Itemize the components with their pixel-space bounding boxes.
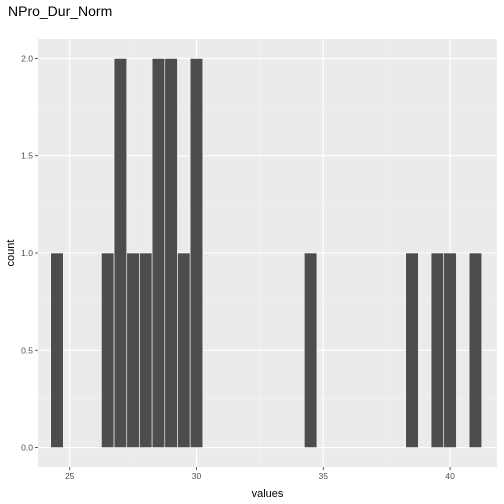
y-tick-label: 0.0	[21, 443, 33, 453]
x-axis-title: values	[252, 488, 284, 500]
histogram-bar	[303, 252, 318, 448]
y-tick-label: 0.5	[21, 345, 33, 355]
histogram-bar	[443, 252, 457, 448]
histogram-bars	[50, 58, 483, 448]
histogram-bar	[139, 252, 153, 448]
histogram-bar	[50, 252, 64, 448]
x-tick-label: 40	[445, 471, 455, 481]
y-axis: 0.0 0.5 1.0 1.5 2.0	[21, 53, 38, 453]
histogram-bar	[164, 58, 178, 448]
x-tick-label: 30	[192, 471, 202, 481]
y-axis-title: count	[5, 240, 17, 267]
chart-title: NPro_Dur_Norm	[8, 3, 113, 19]
histogram-bar	[430, 252, 445, 448]
y-tick-label: 2.0	[21, 53, 33, 63]
histogram-bar	[177, 252, 191, 448]
x-axis: 25 30 35 40	[65, 467, 455, 481]
x-tick-label: 25	[65, 471, 75, 481]
histogram-bar	[189, 58, 204, 448]
histogram-bar	[405, 252, 419, 448]
histogram-bar	[113, 58, 128, 448]
x-tick-label: 35	[319, 471, 329, 481]
histogram-bar	[468, 252, 483, 448]
y-tick-label: 1.0	[21, 248, 33, 258]
y-tick-label: 1.5	[21, 151, 33, 161]
histogram-bar	[126, 252, 140, 448]
histogram-bar	[151, 58, 166, 448]
histogram-bar	[101, 252, 115, 448]
